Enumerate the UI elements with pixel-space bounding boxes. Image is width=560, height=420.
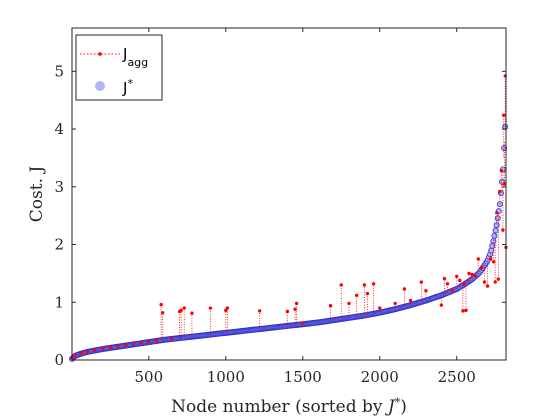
j-agg-point: [339, 283, 343, 287]
j-star-point: [492, 227, 499, 234]
j-agg-point: [439, 303, 444, 307]
axes: [71, 27, 507, 361]
j-star-point: [491, 233, 498, 240]
legend-j-agg-marker: [98, 52, 102, 56]
j-agg-point: [159, 302, 163, 307]
j-agg-point: [124, 343, 128, 347]
j-agg-point: [285, 309, 290, 314]
j-agg-point: [464, 308, 468, 313]
y-tick-label: 0: [54, 351, 64, 369]
j-agg-point: [419, 280, 424, 284]
x-tick-label: 2500: [438, 368, 476, 386]
j-agg-point: [179, 308, 183, 313]
j-agg-point: [85, 350, 89, 354]
j-agg-point: [257, 309, 262, 313]
j-agg-point: [442, 276, 447, 281]
j-agg-point: [424, 289, 428, 293]
y-axis-ticks: 0 1 2 3 4 5: [54, 62, 506, 369]
axes-box: [71, 27, 507, 361]
j-agg-point: [491, 260, 496, 264]
j-agg-point: [499, 168, 504, 173]
j-agg-point: [498, 189, 502, 194]
y-tick-label: 1: [54, 293, 64, 311]
j-agg-point: [116, 344, 120, 348]
j-agg-point: [365, 291, 370, 296]
j-agg-point: [462, 282, 467, 286]
j-agg-point: [501, 228, 505, 232]
j-agg-point: [79, 351, 83, 355]
y-tick-label: 2: [54, 236, 64, 254]
j-agg-point: [362, 283, 367, 287]
series-j-agg: [70, 74, 508, 360]
j-star-point: [494, 215, 501, 222]
j-agg-point: [476, 257, 480, 261]
j-agg-point: [73, 353, 77, 358]
legend-j-agg-label: Jagg: [122, 45, 148, 69]
x-tick-label: 500: [135, 368, 164, 386]
x-axis-label: Node number (sorted by J*): [171, 396, 407, 418]
j-agg-point: [482, 280, 487, 284]
series-j-star: [69, 123, 509, 362]
y-tick-label: 3: [54, 178, 64, 196]
j-agg-point: [473, 274, 477, 278]
j-agg-point: [354, 293, 359, 298]
x-tick-label: 1000: [207, 368, 245, 386]
j-agg-point: [450, 288, 454, 292]
j-agg-point: [485, 284, 490, 288]
j-agg-point: [294, 301, 299, 306]
j-agg-point: [402, 287, 407, 291]
legend-j-star-marker: [95, 81, 105, 91]
x-tick-label: 1500: [284, 368, 322, 386]
j-agg-point: [100, 346, 105, 351]
j-agg-point: [93, 348, 97, 352]
j-agg-point: [139, 340, 143, 345]
j-agg-point: [225, 306, 230, 310]
j-agg-point: [393, 301, 397, 306]
j-agg-point: [458, 278, 462, 283]
j-agg-point: [328, 304, 333, 308]
x-tick-label: 2000: [361, 368, 399, 386]
j-agg-point: [347, 301, 351, 306]
j-agg-point: [108, 345, 113, 349]
j-agg-point: [408, 298, 413, 303]
j-agg-point: [160, 310, 165, 315]
j-agg-point: [470, 272, 474, 277]
j-agg-point: [154, 338, 159, 343]
legend-box: [75, 34, 163, 101]
j-agg-point: [467, 271, 471, 276]
j-agg-point: [190, 311, 194, 315]
j-agg-point: [493, 280, 497, 284]
y-tick-label: 5: [54, 62, 64, 80]
j-agg-point: [501, 113, 506, 117]
j-agg-point: [301, 321, 305, 325]
plot-area: [69, 74, 509, 362]
j-agg-point: [455, 274, 459, 278]
j-agg-point: [445, 282, 450, 286]
j-agg-point: [488, 257, 493, 261]
j-star-point: [493, 222, 500, 229]
y-axis-label: Cost. J: [27, 166, 47, 223]
j-agg-point: [131, 342, 136, 346]
j-agg-point: [147, 339, 151, 344]
j-agg-point: [378, 306, 382, 310]
j-agg-point: [293, 307, 297, 311]
x-axis-ticks: 500 1000 1500 2000 2500: [135, 28, 476, 386]
legend: Jagg J*: [75, 34, 163, 101]
j-agg-point: [495, 211, 499, 215]
j-agg-point: [461, 309, 465, 313]
j-agg-point: [182, 306, 186, 310]
legend-j-star-label: J*: [122, 77, 133, 98]
j-agg-point: [371, 282, 376, 286]
y-tick-label: 4: [54, 120, 64, 138]
j-agg-point: [496, 277, 500, 281]
j-agg-point: [479, 265, 484, 270]
j-agg-point: [502, 182, 507, 186]
j-agg-point: [170, 336, 174, 341]
j-agg-point: [208, 306, 213, 310]
